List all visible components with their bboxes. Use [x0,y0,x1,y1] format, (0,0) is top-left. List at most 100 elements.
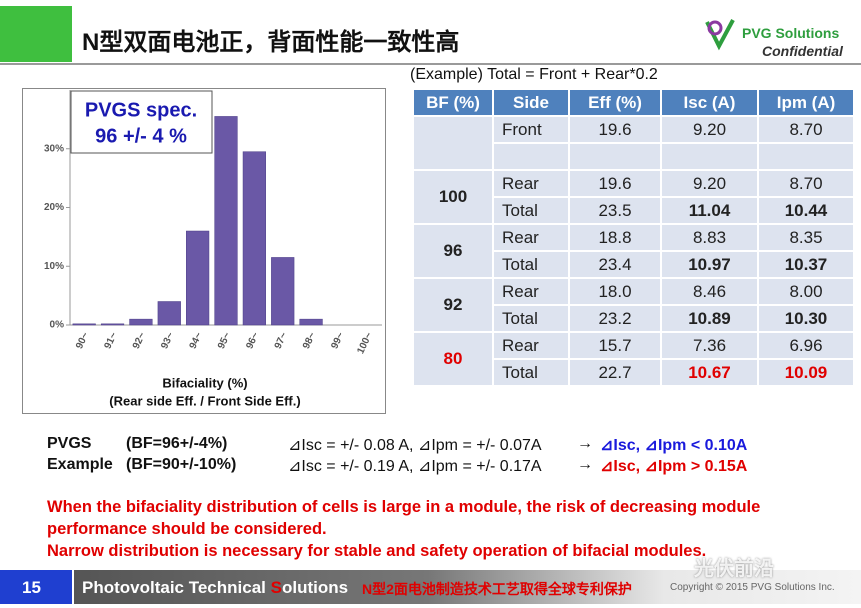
note-result: ⊿Isc, ⊿Ipm < 0.10A [600,437,748,454]
note-label: PVGS [47,435,92,452]
footer-bar [74,570,861,604]
cell: Total [492,196,570,225]
bar [129,318,153,326]
bar [214,116,238,326]
bf-cell: 96 [412,223,494,279]
header-cell: Eff (%) [568,88,662,117]
cell: 19.6 [568,169,662,198]
x-axis-label: Bifaciality (%) [162,375,247,390]
warning-line: When the bifaciality distribution of cel… [47,498,761,516]
copyright: Copyright © 2015 PVG Solutions Inc. [670,582,835,593]
x-axis-label: (Rear side Eff. / Front Side Eff.) [109,393,300,408]
cell: 9.20 [660,169,759,198]
x-tick-label: 92~ [131,331,148,351]
x-tick-label: 90~ [74,331,91,351]
cell: 23.5 [568,196,662,225]
cell: 23.4 [568,250,662,279]
y-tick-label: 0% [50,320,65,331]
table-row: Total 23.4 10.97 10.37 [413,250,855,279]
x-tick-label: 98~ [301,331,318,351]
cell: 10.97 [660,250,759,279]
bar [299,318,323,326]
spec-text: 96 +/- 4 % [95,125,187,147]
cell: 8.00 [757,277,855,306]
note-result: ⊿Isc, ⊿Ipm > 0.15A [600,458,748,475]
table-header-row: BF (%) Side Eff (%) Isc (A) Ipm (A) [412,88,855,117]
cell: 8.70 [757,115,855,144]
table-row: 92 Rear 18.0 8.46 8.00 [412,277,855,333]
spec-text: PVGS spec. [85,99,197,121]
x-tick-label: 94~ [188,331,205,351]
note-label: Example [47,456,113,473]
bf-cell: 100 [412,169,494,225]
table-row: 100 Rear 19.6 9.20 8.70 [412,169,855,225]
note-arrow: → [577,456,593,473]
header-cell: Side [492,88,570,117]
bf-cell [412,115,494,171]
x-tick-label: 96~ [244,331,261,351]
bar [186,230,210,326]
cell: 8.70 [757,169,855,198]
cell [757,142,855,171]
cell: 9.20 [660,115,759,144]
header-cell: BF (%) [412,88,494,117]
warning-line: performance should be considered. [47,520,327,538]
footer-brand: Photovoltaic Technical Solutions [82,578,348,598]
cell: 6.96 [757,331,855,360]
cell: 18.0 [568,277,662,306]
y-tick-label: 20% [44,202,64,213]
logo-sub: Confidential [762,43,843,59]
cell: Front [492,115,570,144]
warning-line: Narrow distribution is necessary for sta… [47,542,707,560]
table-row: Total 23.5 11.04 10.44 [413,196,855,225]
cell: Rear [492,331,570,360]
cell: Total [492,358,570,387]
note-delta: ⊿Isc = +/- 0.08 A, ⊿Ipm = +/- 0.07A [288,437,542,454]
x-tick-label: 97~ [273,331,290,351]
cell: 8.35 [757,223,855,252]
cell [492,142,570,171]
cell: 11.04 [660,196,759,225]
table-row: 80 Rear 15.7 7.36 6.96 [412,331,855,387]
cell: 7.36 [660,331,759,360]
cell: Rear [492,169,570,198]
cell: 18.8 [568,223,662,252]
title-mark [0,6,72,62]
bar [100,323,125,326]
brand-part: olutions [281,578,349,597]
page-number: 15 [22,578,41,597]
cell: 10.89 [660,304,759,333]
slide-title: N型双面电池正，背面性能一致性高 [82,29,460,56]
footer-tagline: N型2面电池制造技术工艺取得全球专利保护 [362,581,632,597]
cell: 10.67 [660,358,759,387]
chart: 0% 10% 20% 30% 90~ 91~ 92~ 93~ 94~ 95~ 96~ 97~ 98~ 99… [44,90,382,408]
header-cell: Ipm (A) [757,88,855,117]
table-row: Front 19.6 9.20 8.70 [412,115,855,171]
logo-name: PVG Solutions [742,25,840,41]
brand-part: S [270,578,282,597]
cell [660,142,759,171]
table-row [413,142,855,171]
x-tick-label: 95~ [216,331,233,351]
spec-box [70,90,213,154]
cell: Rear [492,223,570,252]
y-tick-label: 30% [44,143,64,154]
cell: 10.37 [757,250,855,279]
table-row: Total 23.2 10.89 10.30 [413,304,855,333]
cell: 19.6 [568,115,662,144]
bf-cell: 92 [412,277,494,333]
logo-icon [705,19,735,51]
cell: 8.46 [660,277,759,306]
cell [568,142,662,171]
cell: 23.2 [568,304,662,333]
y-tick-label: 10% [44,261,64,272]
cell: 22.7 [568,358,662,387]
bar [242,151,266,326]
page-box [0,570,72,604]
bar [72,323,96,326]
bar [271,257,295,326]
cell: Total [492,304,570,333]
formula: (Example) Total = Front + Rear*0.2 [410,66,658,83]
x-tick-label: 99~ [329,331,346,351]
